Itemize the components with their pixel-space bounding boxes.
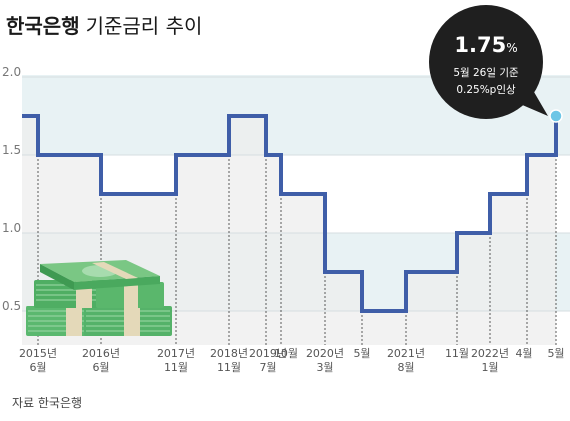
y-tick-label: 2.0 [2,65,21,79]
x-axis-ticks: 2015년6월2016년6월2017년11월2018년11월2019년7월10월… [19,347,565,374]
x-tick-label: 11월 [445,347,469,360]
callout-change-note: 0.25%p인상 [456,84,516,96]
callout-tail [520,92,548,116]
x-tick-label: 5월 [547,347,564,360]
x-tick-label: 2018년 [210,347,248,360]
callout-date-note: 5월 26일 기준 [453,66,519,79]
x-tick-label: 8월 [397,361,414,374]
x-tick-label: 2019년 [249,347,287,360]
banknote-stack-icon [26,260,172,336]
x-tick-label: 1월 [481,361,498,374]
x-tick-label: 2020년 [306,347,344,360]
x-tick-label: 3월 [316,361,333,374]
callout-bubble [429,5,543,119]
y-tick-label: 0.5 [2,299,21,313]
x-tick-label: 2021년 [387,347,425,360]
y-tick-label: 1.0 [2,221,21,235]
latest-rate-marker [549,109,563,123]
x-tick-label: 7월 [259,361,276,374]
y-axis-ticks: 0.5 1.0 1.5 2.0 [2,65,21,313]
x-tick-label: 2015년 [19,347,57,360]
source-note: 자료 한국은행 [12,395,82,410]
x-tick-label: 5월 [353,347,370,360]
x-tick-label: 2016년 [82,347,120,360]
x-tick-label: 2017년 [157,347,195,360]
x-tick-label: 11월 [164,361,188,374]
x-tick-label: 6월 [92,361,109,374]
x-tick-label: 4월 [515,347,532,360]
callout-value: 1.75% [454,33,517,57]
x-tick-label: 2022년 [471,347,509,360]
y-tick-label: 1.5 [2,143,21,157]
chart-title: 한국은행 기준금리 추이 [6,14,202,38]
latest-rate-callout: 1.75% 5월 26일 기준 0.25%p인상 [429,5,548,119]
x-tick-label: 10월 [274,347,298,360]
x-tick-label: 6월 [29,361,46,374]
x-tick-label: 11월 [217,361,241,374]
rate-step-line [22,114,558,313]
